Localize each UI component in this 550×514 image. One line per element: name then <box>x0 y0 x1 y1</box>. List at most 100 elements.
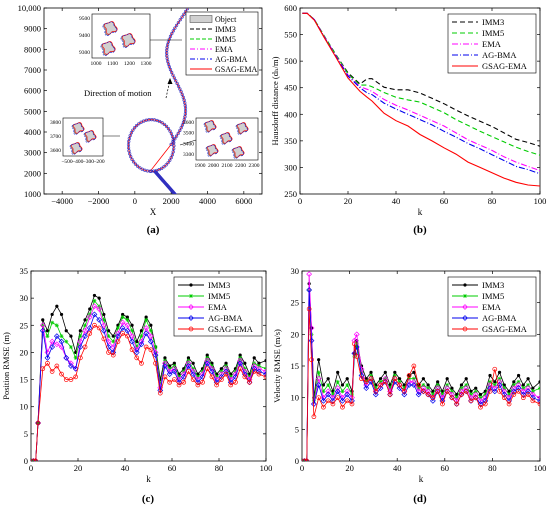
data-point <box>421 383 426 387</box>
data-point <box>411 363 417 369</box>
data-point <box>321 383 326 387</box>
data-point <box>224 361 228 365</box>
trajectory-point <box>128 133 132 138</box>
trajectory-point <box>138 166 142 170</box>
data-point <box>124 322 131 329</box>
trajectory-point <box>137 122 141 126</box>
data-point <box>153 360 158 366</box>
data-point <box>416 386 421 391</box>
data-point <box>223 371 229 377</box>
data-point <box>493 380 497 384</box>
trajectory-point <box>164 163 168 167</box>
trajectory-point <box>169 132 174 136</box>
data-point <box>59 312 64 317</box>
data-point <box>320 397 327 404</box>
data-point <box>247 379 252 385</box>
data-point <box>143 344 149 350</box>
inset-y-tick-label: 3700 <box>50 134 61 140</box>
data-point <box>373 388 379 394</box>
data-point <box>430 395 436 401</box>
data-point <box>464 383 469 387</box>
data-point <box>473 389 478 394</box>
inset-upper: 1000 1100 1200 1300 9500 9400 9300 <box>79 13 152 67</box>
estimate-shape <box>85 130 97 142</box>
data-point <box>77 355 83 361</box>
x-tick-label: 20 <box>345 463 354 473</box>
data-point <box>538 380 540 384</box>
data-point <box>511 383 516 387</box>
data-point <box>88 307 92 311</box>
data-point <box>110 352 116 358</box>
data-point <box>435 383 440 387</box>
trajectory-point <box>131 128 135 132</box>
data-point <box>119 325 126 331</box>
data-point <box>83 318 87 322</box>
y-tick-label: 350 <box>284 136 297 146</box>
trajectory-point <box>148 169 152 173</box>
data-point <box>392 376 398 382</box>
data-point <box>537 397 540 404</box>
y-tick-label: 0 <box>295 456 299 466</box>
data-point <box>483 392 488 397</box>
data-point <box>139 329 144 333</box>
data-point <box>100 327 107 334</box>
data-point <box>130 323 134 327</box>
trajectory-point <box>133 162 138 166</box>
data-point <box>502 386 507 391</box>
data-point <box>468 392 473 397</box>
data-point <box>129 347 135 353</box>
y-tick-label: 3000 <box>24 148 41 158</box>
estimate-shape <box>203 120 216 133</box>
data-point <box>537 394 540 401</box>
y-tick-label: 7000 <box>24 65 41 75</box>
data-point <box>45 360 50 366</box>
data-point <box>326 383 331 387</box>
data-point <box>478 395 483 400</box>
y-tick-label: 25 <box>291 298 300 308</box>
data-point <box>425 392 431 397</box>
trajectory-point <box>174 79 178 83</box>
x-tick-label: 0 <box>29 463 33 473</box>
data-point <box>200 379 205 385</box>
data-point <box>153 345 158 349</box>
y-tick-label: 2000 <box>24 168 41 178</box>
data-point <box>488 379 493 384</box>
inset-y-tick-label: 3500 <box>183 131 194 137</box>
y-tick-label: 6000 <box>24 86 41 96</box>
data-point <box>491 388 498 395</box>
data-point <box>121 312 125 317</box>
data-point <box>144 317 149 322</box>
x-tick-label: 80 <box>488 196 497 206</box>
data-point <box>55 304 59 308</box>
data-point <box>330 392 335 397</box>
data-point <box>120 331 126 336</box>
x-tick-label: 0 <box>133 196 137 206</box>
inset-x-tick-label: −500 <box>61 159 73 165</box>
data-point <box>529 394 536 401</box>
data-point <box>335 379 340 384</box>
data-point <box>496 378 503 385</box>
estimate-shape <box>73 122 85 134</box>
estimate-shape <box>69 142 82 155</box>
data-point <box>463 283 467 287</box>
data-point <box>491 385 498 392</box>
data-point <box>64 329 68 333</box>
data-point <box>101 336 107 342</box>
data-point <box>68 345 73 349</box>
data-point <box>340 383 345 387</box>
data-point <box>345 377 349 381</box>
legend-label: IMM3 <box>208 280 230 290</box>
data-point <box>35 420 41 426</box>
trajectory-point <box>176 84 181 88</box>
y-tick-label: 1000 <box>24 189 41 199</box>
data-point <box>339 397 346 404</box>
data-point <box>378 382 383 388</box>
x-tick-label: 80 <box>215 463 224 473</box>
panel-b: 0 20 40 60 80 100 250 300 350 400 450 500 550 600 k Hau… <box>270 3 546 236</box>
data-point <box>430 397 436 404</box>
trajectory-point <box>168 158 172 162</box>
data-point <box>526 383 531 387</box>
x-tick-label: −4000 <box>51 196 73 206</box>
data-point <box>450 386 454 390</box>
x-tick-label: 40 <box>121 463 130 473</box>
